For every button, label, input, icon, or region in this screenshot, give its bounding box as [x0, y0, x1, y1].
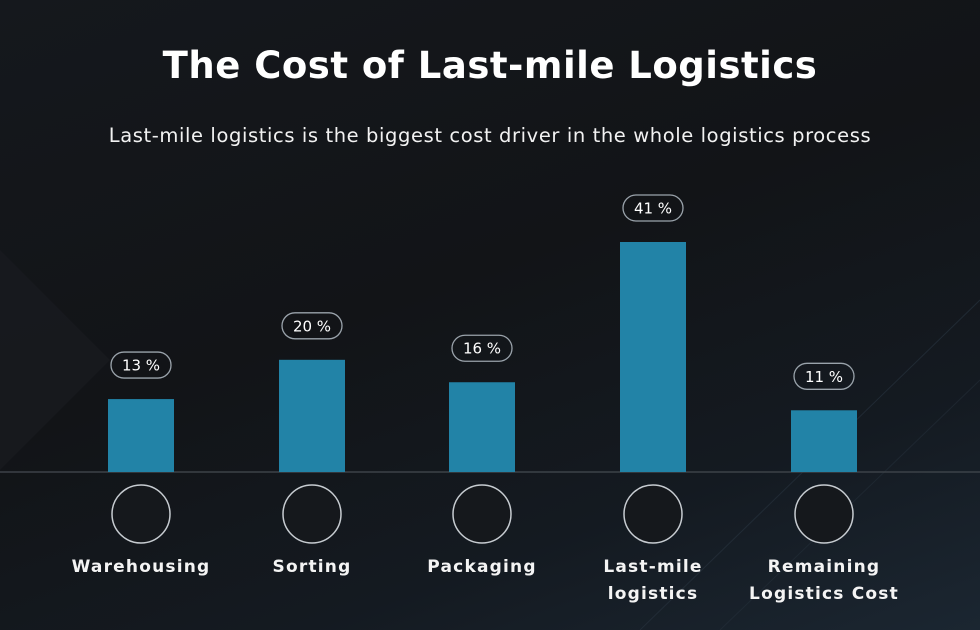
- bar-2: [279, 359, 345, 472]
- bar-5: [791, 410, 857, 472]
- sorting-icon: [282, 484, 342, 544]
- delivery-clock-icon: [623, 484, 683, 544]
- category-label-4: Last-mile logistics: [603, 557, 703, 604]
- value-pill-4: [622, 194, 684, 222]
- value-pill-3: [451, 334, 513, 362]
- category-label-1: Warehousing: [71, 557, 211, 577]
- package-box-icon: [452, 484, 512, 544]
- warehouse-icon: [111, 484, 171, 544]
- value-pill-2: [281, 312, 343, 340]
- data-label-2: 20 %: [293, 317, 331, 335]
- box-dollar-icon: $: [794, 484, 854, 544]
- category-label-2: Sorting: [272, 557, 352, 577]
- bar-3: [449, 382, 515, 472]
- category-label-3: Packaging: [427, 557, 537, 577]
- data-label-1: 13 %: [122, 357, 160, 375]
- value-pill-1: [110, 351, 172, 379]
- data-label-5: 11 %: [805, 368, 843, 386]
- category-label-5: Remaining Logistics Cost: [749, 557, 899, 604]
- bar-1: [108, 399, 174, 472]
- chart-title: The Cost of Last-mile Logistics: [162, 44, 818, 87]
- chart-subtitle: Last-mile logistics is the biggest cost …: [108, 124, 872, 147]
- value-pill-5: [793, 362, 855, 390]
- data-label-3: 16 %: [463, 340, 501, 358]
- data-label-4: 41 %: [634, 200, 672, 218]
- bar-4: [620, 242, 686, 472]
